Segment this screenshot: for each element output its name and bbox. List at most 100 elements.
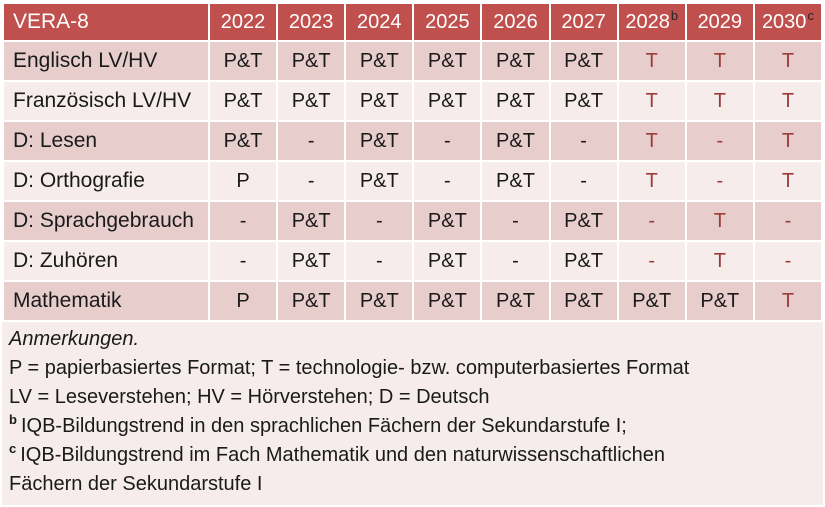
table-cell: P&T xyxy=(482,42,549,80)
table-cell: P&T xyxy=(550,82,617,120)
table-row: D: Zuhören - P&T - P&T - P&T - T - xyxy=(4,242,821,280)
table-cell: P&T xyxy=(482,122,549,160)
table-cell: P&T xyxy=(278,242,345,280)
row-label: Englisch LV/HV xyxy=(4,42,208,80)
table-cell: P&T xyxy=(550,282,617,320)
table-cell: P&T xyxy=(618,282,685,320)
table-cell: P&T xyxy=(278,82,345,120)
note-text: LV = Leseverstehen; HV = Hörverstehen; D… xyxy=(9,386,490,408)
table-row: Englisch LV/HV P&T P&T P&T P&T P&T P&T T T T xyxy=(4,42,821,80)
table-cell: P&T xyxy=(414,242,481,280)
year-label: 2023 xyxy=(288,10,334,33)
year-header: 2028b xyxy=(618,4,685,40)
note-text: Anmerkungen. xyxy=(9,328,140,350)
table-cell: - xyxy=(414,162,481,200)
table-cell: - xyxy=(550,162,617,200)
table-cell: P&T xyxy=(482,162,549,200)
note-text: IQB-Bildungstrend in den sprachlichen Fä… xyxy=(20,415,627,437)
table-cell: T xyxy=(754,162,821,200)
table-cell: P&T xyxy=(550,202,617,240)
table-cell: P&T xyxy=(686,282,753,320)
table-cell: P&T xyxy=(346,282,413,320)
note-line: Anmerkungen. xyxy=(9,325,813,354)
note-text: P = papierbasiertes Format; T = technolo… xyxy=(9,357,690,379)
year-label: 2029 xyxy=(697,10,743,33)
table-cell: T xyxy=(686,82,753,120)
header-row: VERA-8 2022 2023 2024 2025 2026 2027 2028b 2029 2… xyxy=(4,4,821,40)
table-cell: T xyxy=(618,42,685,80)
table-cell: P&T xyxy=(414,202,481,240)
year-header: 2030c xyxy=(754,4,821,40)
table-cell: T xyxy=(686,42,753,80)
year-header: 2029 xyxy=(686,4,753,40)
table-cell: P&T xyxy=(210,42,277,80)
table-cell: - xyxy=(210,242,277,280)
table-cell: P&T xyxy=(278,202,345,240)
table-cell: P xyxy=(210,282,277,320)
notes-section: Anmerkungen. P = papierbasiertes Format; … xyxy=(2,322,823,505)
table-cell: P xyxy=(210,162,277,200)
year-header: 2026 xyxy=(482,4,549,40)
table-cell: T xyxy=(754,282,821,320)
table-cell: T xyxy=(754,82,821,120)
row-label: Mathematik xyxy=(4,282,208,320)
table-cell: - xyxy=(550,122,617,160)
table-cell: - xyxy=(414,122,481,160)
note-line: c IQB-Bildungstrend im Fach Mathematik un… xyxy=(9,441,813,499)
note-line: P = papierbasiertes Format; T = technolo… xyxy=(9,354,813,383)
year-header: 2023 xyxy=(278,4,345,40)
row-label: Französisch LV/HV xyxy=(4,82,208,120)
table-cell: - xyxy=(278,122,345,160)
table-row: D: Lesen P&T - P&T - P&T - T - T xyxy=(4,122,821,160)
table-cell: P&T xyxy=(482,82,549,120)
year-label: 2022 xyxy=(220,10,266,33)
footnote-marker: b xyxy=(670,7,679,23)
table-cell: P&T xyxy=(414,82,481,120)
year-header: 2027 xyxy=(550,4,617,40)
year-label: 2024 xyxy=(357,10,402,33)
year-header: 2025 xyxy=(414,4,481,40)
footnote-marker: c xyxy=(807,7,814,23)
table-cell: P&T xyxy=(210,122,277,160)
table-cell: P&T xyxy=(278,42,345,80)
note-line: b IQB-Bildungstrend in den sprachlichen F… xyxy=(9,412,813,441)
table-title: VERA-8 xyxy=(4,4,208,40)
year-label: 2027 xyxy=(561,10,606,33)
table-row: Französisch LV/HV P&T P&T P&T P&T P&T P&T T T T xyxy=(4,82,821,120)
table-cell: T xyxy=(754,122,821,160)
vera-tbody: Englisch LV/HV P&T P&T P&T P&T P&T P&T T T T Franz… xyxy=(4,42,821,320)
table-cell: - xyxy=(686,122,753,160)
row-label: D: Lesen xyxy=(4,122,208,160)
table-cell: P&T xyxy=(278,282,345,320)
table-row: Mathematik P P&T P&T P&T P&T P&T P&T P&T T xyxy=(4,282,821,320)
table-cell: - xyxy=(618,242,685,280)
footnote-marker: b xyxy=(9,412,17,428)
year-header: 2022 xyxy=(210,4,277,40)
vera8-table: VERA-8 2022 2023 2024 2025 2026 2027 2028b 2029 2… xyxy=(2,2,823,322)
table-cell: - xyxy=(346,202,413,240)
table-cell: - xyxy=(754,242,821,280)
row-label: D: Zuhören xyxy=(4,242,208,280)
table-cell: T xyxy=(754,42,821,80)
table-cell: P&T xyxy=(346,122,413,160)
table-cell: - xyxy=(482,242,549,280)
table-row: D: Orthografie P - P&T - P&T - T - T xyxy=(4,162,821,200)
table-cell: - xyxy=(482,202,549,240)
table-cell: - xyxy=(754,202,821,240)
table-cell: P&T xyxy=(210,82,277,120)
table-row: D: Sprachgebrauch - P&T - P&T - P&T - T - xyxy=(4,202,821,240)
table-cell: - xyxy=(618,202,685,240)
table-cell: - xyxy=(278,162,345,200)
year-label: 2026 xyxy=(493,10,538,33)
table-cell: P&T xyxy=(550,42,617,80)
note-text: IQB-Bildungstrend im Fach Mathematik und… xyxy=(9,444,665,495)
year-header: 2024 xyxy=(346,4,413,40)
table-cell: T xyxy=(618,162,685,200)
year-label: 2030 xyxy=(761,10,807,33)
table-cell: T xyxy=(686,242,753,280)
table-cell: T xyxy=(618,122,685,160)
row-label: D: Orthografie xyxy=(4,162,208,200)
table-cell: T xyxy=(686,202,753,240)
table-cell: P&T xyxy=(550,242,617,280)
